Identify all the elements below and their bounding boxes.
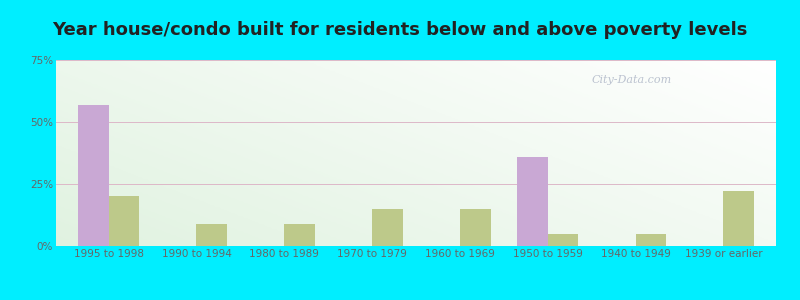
Bar — [517, 157, 548, 246]
Bar — [723, 191, 754, 246]
Text: City-Data.com: City-Data.com — [592, 75, 672, 85]
Bar — [78, 105, 109, 246]
Text: Year house/condo built for residents below and above poverty levels: Year house/condo built for residents bel… — [52, 21, 748, 39]
Bar — [284, 224, 315, 246]
Bar — [372, 209, 403, 246]
Bar — [548, 234, 578, 246]
Bar — [109, 196, 139, 246]
Bar — [197, 224, 227, 246]
Bar — [635, 234, 666, 246]
Bar — [460, 209, 490, 246]
